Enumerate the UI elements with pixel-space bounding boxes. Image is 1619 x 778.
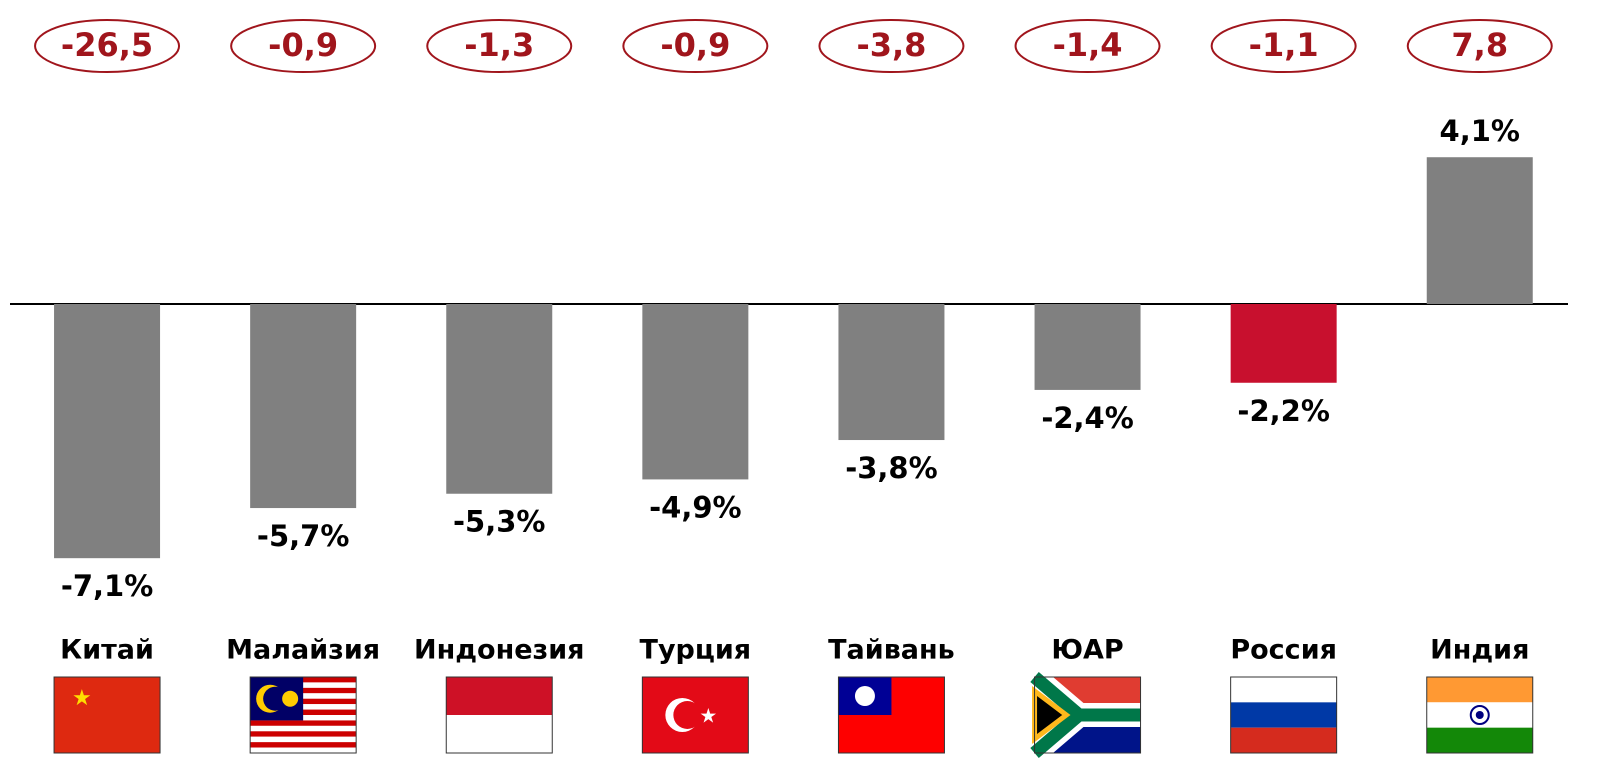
annotation-ellipse (34, 19, 181, 73)
value-label: -2,2% (1237, 394, 1329, 428)
flag-border (445, 676, 553, 754)
value-label: -3,8% (845, 451, 937, 485)
flag-stripe (1230, 727, 1337, 753)
flag-stripe (250, 742, 357, 748)
flag-stripe (1426, 727, 1533, 753)
flag-sun (282, 690, 299, 707)
flag (249, 676, 357, 754)
flag-stripe (250, 725, 357, 732)
flag-stripe (1230, 702, 1337, 728)
annotation-label: -1,3 (464, 26, 534, 64)
flag-moon-cut (673, 701, 702, 729)
value-label: -2,4% (1041, 401, 1133, 435)
annotation-ellipse (1406, 19, 1553, 73)
bar (838, 304, 945, 441)
category-label: Китай (60, 635, 154, 666)
bar (1034, 304, 1141, 390)
flag-top (446, 677, 553, 715)
value-label: -4,9% (649, 490, 741, 524)
annotation-ellipse (818, 19, 965, 73)
flag (837, 676, 945, 754)
flag-y (1030, 672, 1141, 758)
flag: ★ (641, 676, 749, 754)
bar (642, 304, 749, 480)
annotation-ellipse (426, 19, 573, 73)
annotation-label: -1,1 (1249, 26, 1319, 64)
flag-bottom (446, 715, 553, 753)
flag-moon-cut (263, 686, 288, 711)
bar (1230, 304, 1337, 383)
category-label: Малайзия (226, 635, 380, 666)
annotation-label: -1,4 (1053, 26, 1123, 64)
flag-border (249, 676, 357, 754)
flag-border (1034, 676, 1142, 754)
flag (445, 676, 553, 754)
flag-border (837, 676, 945, 754)
bar (446, 304, 553, 494)
annotation-label: -0,9 (660, 26, 730, 64)
flag (1426, 676, 1534, 754)
category-label: Индия (1430, 635, 1529, 666)
flag-wheel-hub (1475, 711, 1484, 719)
flag-border (1426, 676, 1534, 754)
bar (250, 304, 357, 509)
value-label: -7,1% (61, 569, 153, 603)
flag-stripe (250, 736, 357, 743)
flag-field (54, 677, 161, 753)
annotation-label: -3,8 (856, 26, 926, 64)
annotation-ellipse (1210, 19, 1357, 73)
annotation-ellipse (1014, 19, 1161, 73)
flag-stripe (250, 747, 357, 753)
bar (54, 304, 161, 559)
flag-stripe (250, 731, 357, 737)
annotation-label: -26,5 (61, 26, 153, 64)
annotation-ellipse (622, 19, 769, 73)
flag-star: ★ (72, 686, 92, 711)
bar (1426, 157, 1533, 304)
flag-star: ★ (699, 704, 717, 728)
category-label: Турция (640, 635, 752, 666)
value-label: -5,7% (257, 519, 349, 553)
flag-stripe (1426, 677, 1533, 703)
value-label: 4,1% (1440, 114, 1520, 148)
flag-border (641, 676, 749, 754)
flag-stripe (250, 720, 357, 726)
category-label: Индонезия (414, 635, 585, 666)
flag (1026, 667, 1142, 763)
category-label: ЮАР (1051, 635, 1123, 666)
annotation-label: 7,8 (1451, 26, 1508, 64)
flag: ★ (53, 676, 161, 754)
flag-sun (854, 686, 875, 706)
value-label: -5,3% (453, 505, 545, 539)
category-label: Россия (1230, 635, 1337, 666)
category-label: Тайвань (828, 635, 955, 666)
flag-wheel (1469, 705, 1490, 725)
annotation-ellipse (230, 19, 377, 73)
flag-border (53, 676, 161, 754)
flag-border (1230, 676, 1338, 754)
annotation-label: -0,9 (268, 26, 338, 64)
flag (1230, 676, 1338, 754)
flag-stripe (1230, 677, 1337, 703)
